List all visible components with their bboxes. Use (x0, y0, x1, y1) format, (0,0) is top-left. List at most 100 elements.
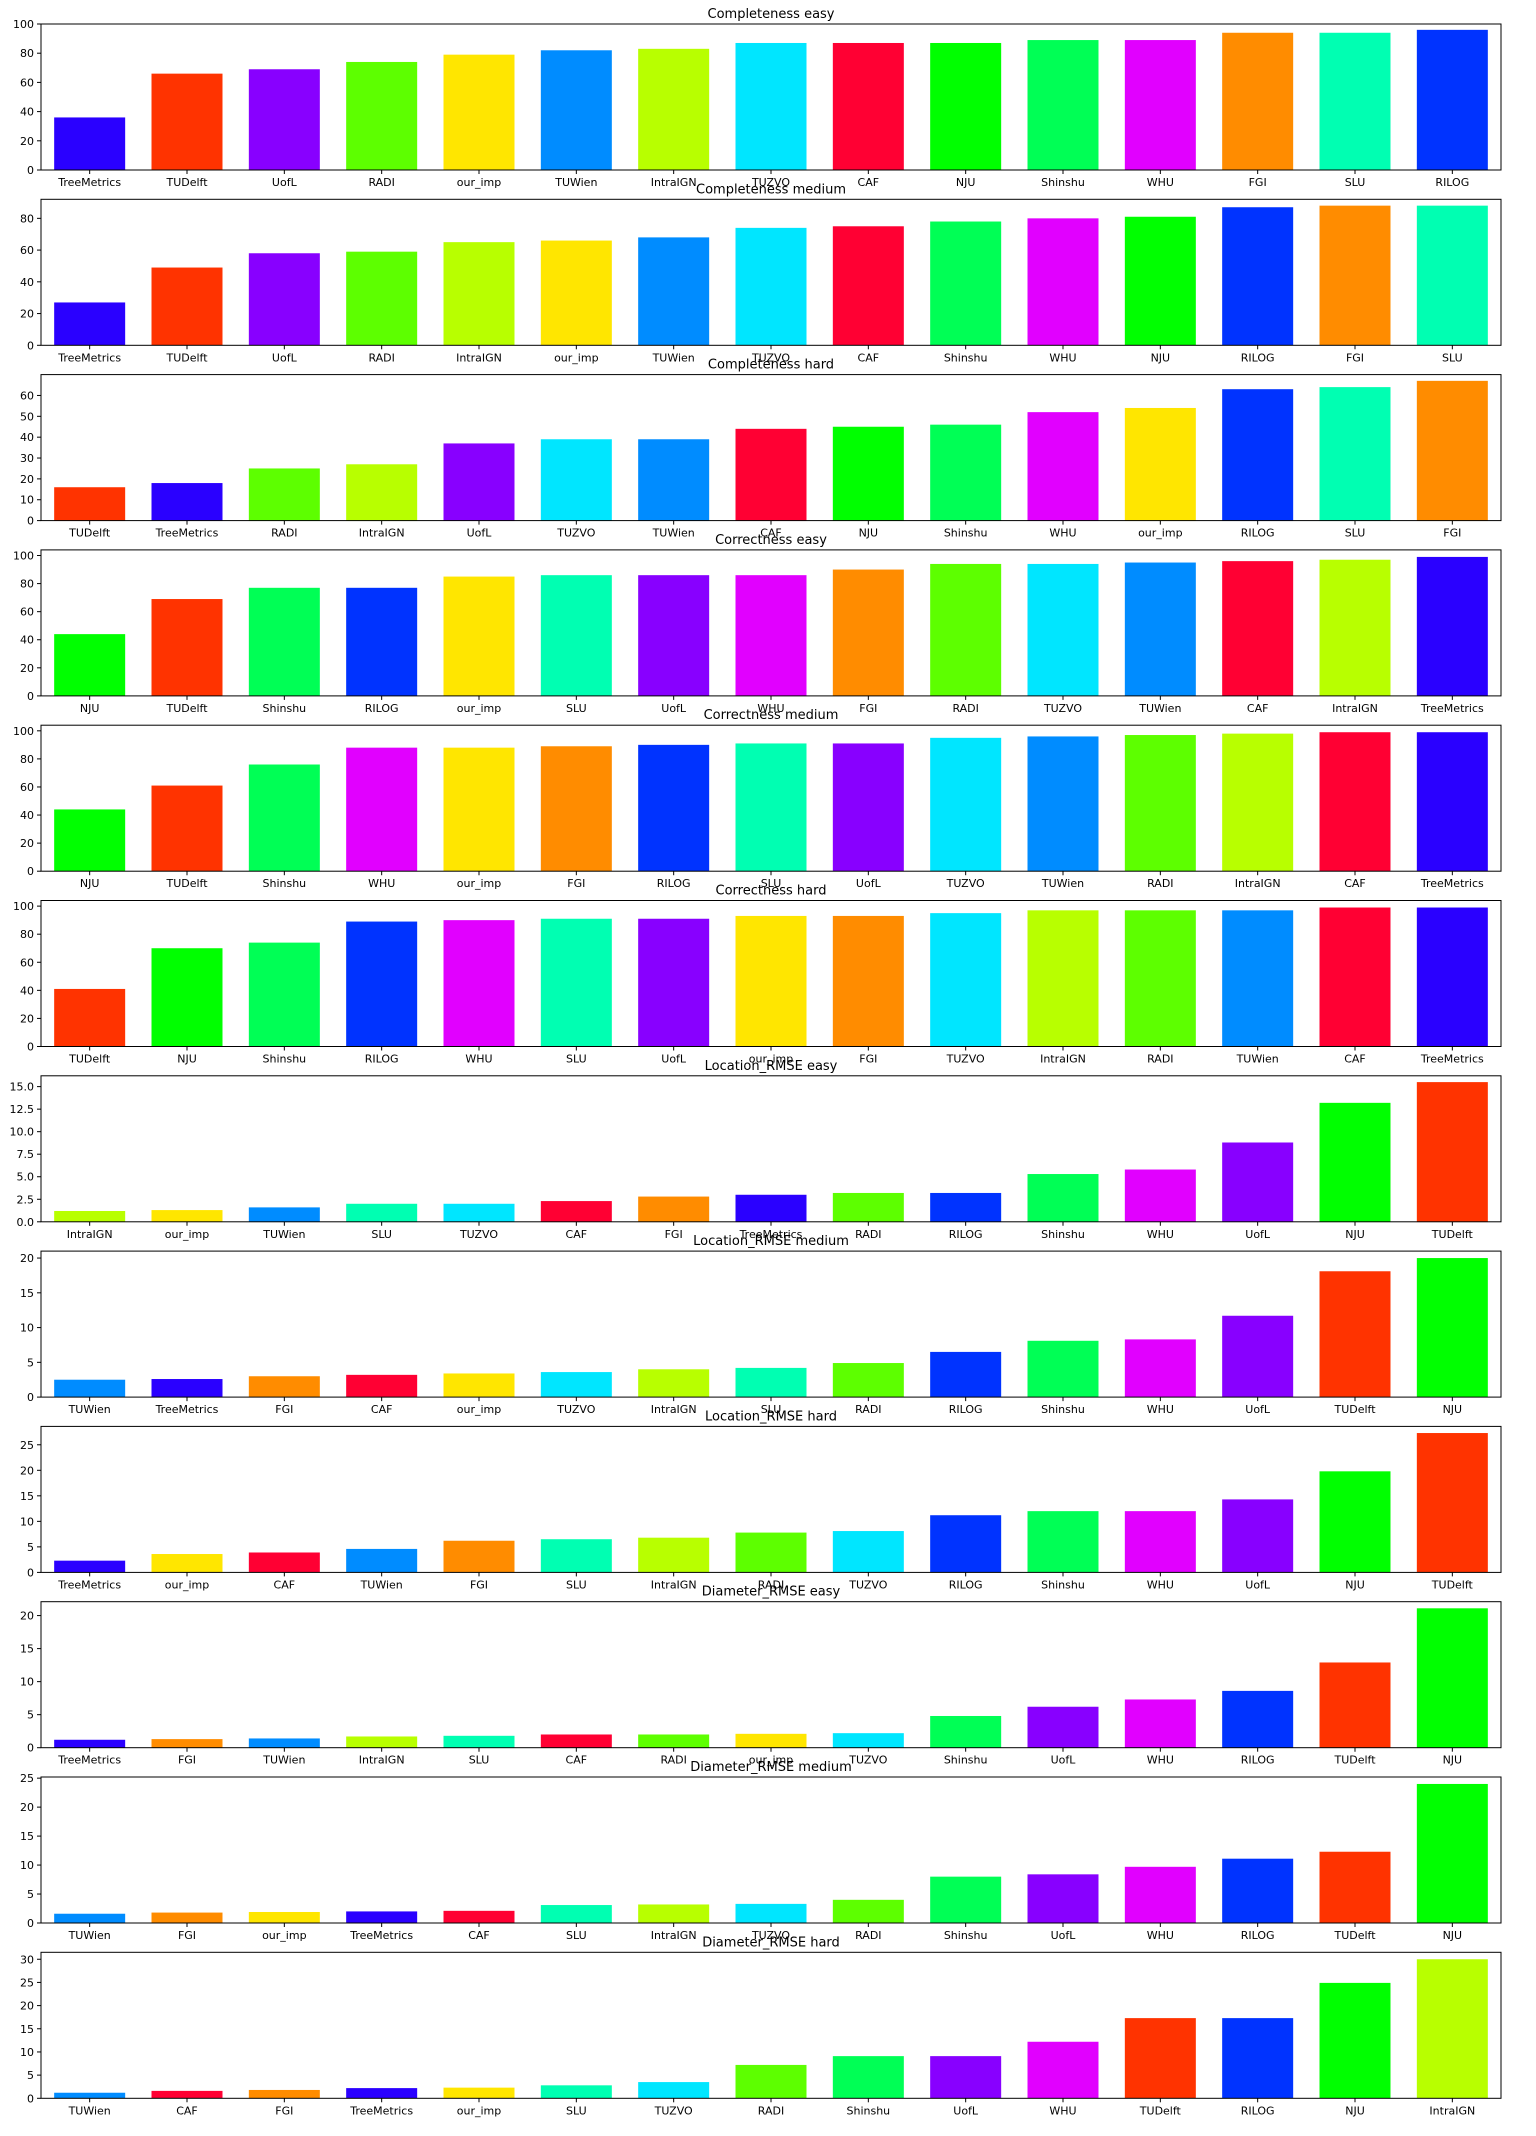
bar (638, 439, 710, 521)
y-tick-label: 7.5 (17, 1148, 35, 1161)
y-tick-label: 100 (13, 900, 34, 913)
bar (1319, 1662, 1391, 1748)
x-tick-label: IntraIGN (651, 1929, 697, 1942)
x-tick-label: CAF (274, 1578, 296, 1591)
x-tick-label: our_imp (165, 1578, 209, 1591)
x-tick-label: SLU (1345, 176, 1366, 189)
x-tick-label: UofL (1245, 1228, 1271, 1241)
x-tick-label: IntraIGN (1332, 702, 1378, 715)
bar (1027, 1340, 1099, 1398)
x-tick-label: TUZVO (848, 1754, 887, 1767)
x-tick-label: TUDelft (1139, 2104, 1182, 2117)
bar (638, 237, 710, 346)
x-tick-label: FGI (1346, 351, 1364, 364)
x-tick-label: TreeMetrics (349, 1929, 413, 1942)
bar (1222, 389, 1294, 521)
bar (346, 61, 418, 170)
x-tick-label: IntraIGN (1040, 1053, 1086, 1066)
y-tick-label: 0 (27, 1917, 34, 1930)
x-tick-label: TUDelft (165, 176, 208, 189)
x-tick-label: FGI (665, 1228, 683, 1241)
bar (735, 42, 807, 171)
x-tick-label: TUWien (652, 351, 695, 364)
chart-title: Location_RMSE medium (693, 1234, 849, 1249)
chart-title: Location_RMSE easy (705, 1059, 838, 1074)
bar (346, 2088, 418, 2099)
bar (1222, 910, 1294, 1047)
x-tick-label: IntraIGN (1429, 2104, 1475, 2117)
bar (151, 785, 223, 872)
x-tick-label: CAF (371, 1403, 393, 1416)
bar (1124, 1699, 1196, 1748)
bar (151, 1912, 223, 1923)
y-tick-label: 0 (27, 1041, 34, 1054)
bar (443, 747, 515, 872)
x-tick-label: TUWien (1138, 702, 1181, 715)
x-tick-label: TreeMetrics (57, 176, 121, 189)
chart-title: Completeness medium (696, 182, 846, 197)
bar (443, 920, 515, 1047)
y-tick-label: 10 (20, 1676, 34, 1689)
y-tick-label: 100 (13, 18, 34, 31)
chart-title: Completeness hard (708, 358, 834, 373)
bar (1124, 562, 1196, 696)
bar (346, 464, 418, 521)
bar (1222, 561, 1294, 696)
bar (1222, 1315, 1294, 1398)
x-tick-label: TreeMetrics (1420, 877, 1484, 890)
bar (832, 426, 904, 521)
x-tick-label: UofL (953, 2104, 979, 2117)
x-tick-label: FGI (567, 877, 585, 890)
bar (248, 1376, 320, 1398)
bar (54, 988, 126, 1047)
y-tick-label: 10.0 (10, 1126, 35, 1139)
bar (735, 227, 807, 346)
bar (248, 1552, 320, 1573)
x-tick-label: NJU (1345, 2104, 1365, 2117)
bar (638, 1537, 710, 1573)
bar (930, 913, 1002, 1047)
chart-panel: Correctness hard 0 20 40 60 80 100 TUDelft NJU Sh… (13, 884, 1502, 1066)
x-tick-label: FGI (470, 1578, 488, 1591)
x-tick-label: WHU (368, 877, 395, 890)
bar (735, 575, 807, 696)
bar (540, 746, 612, 872)
x-tick-label: TUDelft (1333, 1754, 1376, 1767)
y-tick-label: 0 (27, 865, 34, 878)
x-tick-label: RILOG (365, 1053, 399, 1066)
bar (638, 1369, 710, 1398)
x-tick-label: RADI (368, 351, 394, 364)
x-tick-label: NJU (859, 527, 879, 540)
y-tick-label: 20 (20, 1801, 34, 1814)
x-tick-label: TreeMetrics (1420, 702, 1484, 715)
bar (832, 2056, 904, 2099)
x-tick-label: TreeMetrics (57, 1754, 121, 1767)
x-tick-label: TUDelft (165, 877, 208, 890)
x-tick-label: NJU (956, 176, 976, 189)
x-tick-label: RADI (368, 176, 394, 189)
y-tick-label: 30 (20, 1953, 34, 1966)
bar (735, 1733, 807, 1748)
bar (832, 1733, 904, 1748)
bar (248, 1207, 320, 1222)
bar (1222, 733, 1294, 872)
x-tick-label: UofL (856, 877, 882, 890)
x-tick-label: Shinshu (944, 1754, 988, 1767)
bar (151, 267, 223, 346)
bar (735, 1367, 807, 1398)
x-tick-label: RADI (758, 1578, 784, 1591)
bar (248, 253, 320, 346)
x-tick-label: IntraIGN (1235, 877, 1281, 890)
bar (54, 1913, 126, 1923)
x-tick-label: TUDelft (165, 702, 208, 715)
bar (443, 2087, 515, 2099)
x-tick-label: TUDelft (68, 1053, 111, 1066)
x-tick-label: Shinshu (263, 702, 307, 715)
bar (346, 1911, 418, 1923)
x-tick-label: NJU (80, 702, 100, 715)
y-tick-label: 0 (27, 2092, 34, 2105)
bar (1319, 1982, 1391, 2099)
x-tick-label: RILOG (949, 1228, 983, 1241)
y-tick-label: 10 (20, 1515, 34, 1528)
